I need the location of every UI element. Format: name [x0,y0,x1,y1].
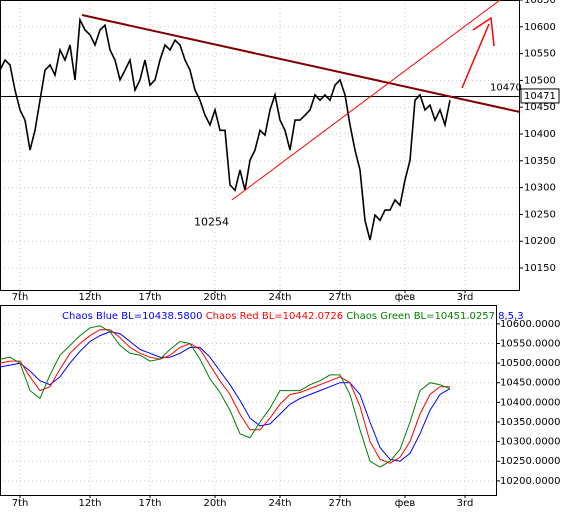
legend-entry: Chaos Green BL=10451.0257 [346,311,495,322]
y-tick-label: 10600.0000 [500,319,560,330]
y-tick-label: 10550.0000 [500,338,560,349]
y-tick-label: 10500 [524,75,556,86]
legend-entry: Chaos Blue BL=10438.5800 [62,311,203,322]
x-tick-label: 12th [79,498,102,509]
x-tick-label: 17th [139,498,162,509]
trendline [81,14,521,113]
x-tick-label: 24th [269,498,292,509]
plot-frame [0,305,497,496]
x-tick-label: 27th [329,498,352,509]
y-tick-label: 10350 [524,156,556,167]
x-tick-label: 17th [139,292,162,303]
y-tick-label: 10350.0000 [500,417,560,428]
y-tick-label: 10600 [524,22,556,33]
x-tick-label: 3rd [457,292,474,303]
y-tick-label: 10150 [524,263,556,274]
x-tick-label: 20th [204,498,227,509]
legend-entry: Chaos Red BL=10442.0726 [206,311,343,322]
y-tick-label: 10200 [524,236,556,247]
annotation: 10254 [194,215,229,228]
y-tick-label: 10250.0000 [500,456,560,467]
price-label: 10471 [524,91,556,102]
y-tick-label: 10300 [524,183,556,194]
x-tick-label: фев [395,498,416,509]
y-tick-label: 10450.0000 [500,378,560,389]
y-tick-label: 10450 [524,102,556,113]
y-tick-label: 10250 [524,209,556,220]
level-label: 10470 [490,82,522,93]
x-tick-label: 3rd [457,498,474,509]
y-tick-label: 10650 [524,0,556,6]
legend-params: 8,5,3 [498,311,523,322]
arrow-head [472,16,495,47]
legend: Chaos Blue BL=10438.5800 Chaos Red BL=10… [62,311,524,322]
series-line [0,329,450,464]
x-tick-label: 7th [12,498,29,509]
y-tick-label: 10300.0000 [500,437,560,448]
x-tick-label: 27th [329,292,352,303]
x-tick-label: 12th [79,292,102,303]
y-tick-label: 10400 [524,129,556,140]
x-tick-label: 7th [12,292,29,303]
price-box [520,88,560,104]
y-tick-label: 10200.0000 [500,476,560,487]
trendline [231,0,501,201]
x-tick-label: 20th [204,292,227,303]
series-line [0,331,451,462]
series-line [0,325,451,468]
y-tick-label: 10550 [524,49,556,60]
plot-frame [0,0,520,291]
y-tick-label: 10400.0000 [500,397,560,408]
series-line [0,16,451,241]
arrow-shaft [461,23,490,89]
arrow [461,16,495,89]
x-tick-label: фев [395,292,416,303]
x-tick-label: 24th [269,292,292,303]
y-tick-label: 10500.0000 [500,358,560,369]
